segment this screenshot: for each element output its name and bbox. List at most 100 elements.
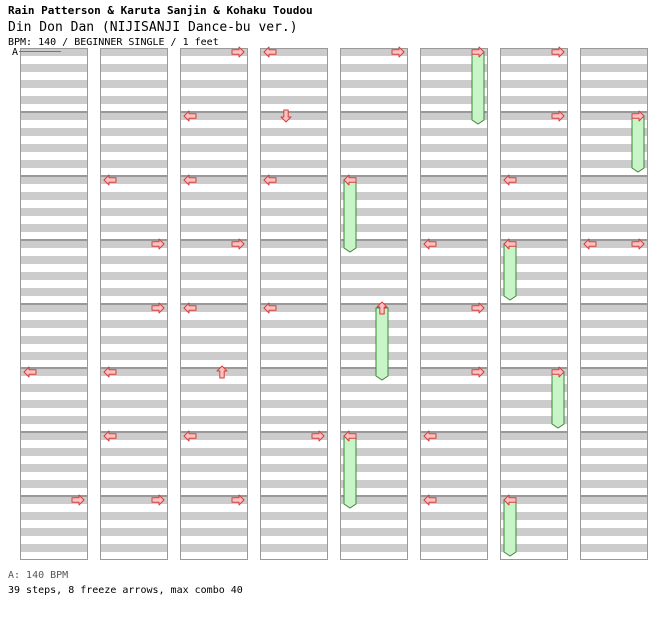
beat-stripe	[340, 528, 408, 536]
beat-stripe	[420, 400, 488, 408]
beat-stripe	[340, 96, 408, 104]
beat-stripe	[260, 432, 328, 440]
beat-stripe	[580, 368, 648, 376]
measure-border	[100, 176, 168, 240]
beat-stripe	[180, 416, 248, 424]
beat-stripe	[260, 144, 328, 152]
beat-stripe	[580, 272, 648, 280]
beat-stripe	[500, 512, 568, 520]
left-arrow-icon	[263, 174, 277, 186]
beat-stripe	[260, 80, 328, 88]
beat-stripe	[500, 320, 568, 328]
right-arrow-icon	[71, 494, 85, 506]
beat-stripe	[340, 208, 408, 216]
left-arrow-icon	[343, 430, 357, 442]
measure-border	[580, 496, 648, 560]
beat-stripe	[20, 352, 88, 360]
beat-stripe	[500, 208, 568, 216]
beat-stripe	[500, 272, 568, 280]
beat-stripe	[260, 384, 328, 392]
measure-border	[20, 112, 88, 176]
beat-stripe	[500, 464, 568, 472]
beat-stripe	[500, 160, 568, 168]
beat-stripe	[580, 448, 648, 456]
beat-stripe	[260, 112, 328, 120]
measure-border	[180, 176, 248, 240]
measure-border	[100, 432, 168, 496]
measure-border	[260, 48, 328, 112]
measure-border	[340, 496, 408, 560]
beat-stripe	[180, 224, 248, 232]
beat-stripe	[420, 304, 488, 312]
beat-stripe	[340, 176, 408, 184]
beat-stripe	[180, 272, 248, 280]
beat-stripe	[180, 288, 248, 296]
beat-stripe	[420, 224, 488, 232]
beat-stripe	[420, 512, 488, 520]
beat-stripe	[20, 480, 88, 488]
beat-stripe	[420, 464, 488, 472]
beat-stripe	[500, 304, 568, 312]
beat-stripe	[260, 464, 328, 472]
left-arrow-icon	[423, 430, 437, 442]
right-arrow-icon	[151, 494, 165, 506]
beat-stripe	[420, 64, 488, 72]
freeze-arrow-body	[551, 371, 565, 429]
beat-stripe	[580, 544, 648, 552]
beat-stripe	[420, 480, 488, 488]
beat-stripe	[340, 464, 408, 472]
measure-border	[420, 112, 488, 176]
beat-stripe	[20, 208, 88, 216]
beat-stripe	[100, 128, 168, 136]
down-arrow-icon	[280, 109, 292, 123]
beat-stripe	[20, 432, 88, 440]
beat-stripe	[500, 400, 568, 408]
beat-stripe	[20, 112, 88, 120]
chart-meta: BPM: 140 / BEGINNER SINGLE / 1 feet	[8, 37, 219, 48]
beat-stripe	[180, 48, 248, 56]
freeze-arrow-body	[375, 307, 389, 381]
beat-stripe	[500, 112, 568, 120]
beat-stripe	[420, 144, 488, 152]
beat-stripe	[100, 352, 168, 360]
beat-stripe	[100, 320, 168, 328]
freeze-arrow-body	[343, 435, 357, 509]
beat-stripe	[100, 544, 168, 552]
freeze-arrow-body	[471, 51, 485, 125]
beat-stripe	[260, 128, 328, 136]
beat-stripe	[260, 416, 328, 424]
beat-stripe	[340, 480, 408, 488]
beat-stripe	[100, 416, 168, 424]
beat-stripe	[580, 384, 648, 392]
measure-border	[260, 368, 328, 432]
beat-stripe	[20, 192, 88, 200]
beat-stripe	[340, 112, 408, 120]
beat-stripe	[420, 96, 488, 104]
beat-stripe	[420, 272, 488, 280]
measure-border	[180, 496, 248, 560]
beat-stripe	[580, 144, 648, 152]
beat-stripe	[180, 176, 248, 184]
measure-border	[20, 176, 88, 240]
beat-stripe	[500, 496, 568, 504]
measure-border	[580, 112, 648, 176]
beat-stripe	[180, 144, 248, 152]
measure-border	[340, 112, 408, 176]
measure-border	[20, 432, 88, 496]
beat-stripe	[500, 144, 568, 152]
beat-stripe	[420, 544, 488, 552]
left-arrow-icon	[343, 174, 357, 186]
beat-stripe	[20, 64, 88, 72]
right-arrow-icon	[231, 494, 245, 506]
beat-stripe	[20, 512, 88, 520]
measure-border	[500, 112, 568, 176]
measure-border	[340, 432, 408, 496]
beat-stripe	[100, 304, 168, 312]
beat-stripe	[100, 160, 168, 168]
beat-stripe	[180, 544, 248, 552]
beat-stripe	[180, 80, 248, 88]
beat-stripe	[260, 448, 328, 456]
beat-stripe	[420, 432, 488, 440]
beat-stripe	[500, 256, 568, 264]
beat-stripe	[20, 448, 88, 456]
